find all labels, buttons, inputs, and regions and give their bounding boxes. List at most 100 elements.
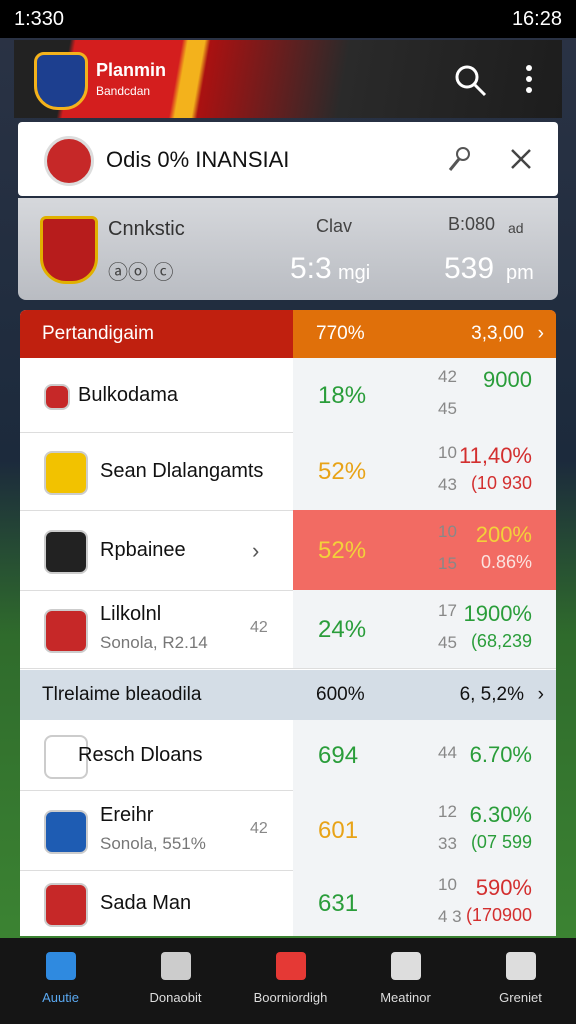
row-value: 11,40% — [459, 443, 532, 468]
nav-icon — [275, 952, 306, 980]
nav-icon — [505, 952, 536, 980]
row-top: 17 — [438, 601, 457, 620]
row-top: 10 — [438, 443, 457, 462]
row-value: 6.70% — [469, 742, 532, 767]
nav-item[interactable]: Greniet — [463, 938, 576, 1024]
team-name: Sean Dlalangamts — [100, 460, 264, 482]
close-button[interactable] — [510, 148, 532, 170]
row-pct: 52% — [318, 537, 367, 564]
nav-label: Meatinor — [380, 990, 431, 1005]
search-card: Odis 0% INANSIAI — [18, 122, 558, 196]
team-name: Ereihr — [100, 804, 154, 826]
row-mid: 42 — [250, 820, 268, 837]
section-value: 6, 5,2% — [459, 684, 524, 705]
nav-icon — [160, 952, 191, 980]
status-bar: 1:330 16:28 — [0, 0, 576, 38]
section-arrow[interactable]: › — [537, 323, 544, 344]
logo — [34, 52, 88, 110]
nav-item[interactable]: Donaobit — [118, 938, 233, 1024]
match-row[interactable]: Sada Man 631 10 4 3 590% (170900 — [20, 870, 556, 936]
team-name: Bulkodama — [78, 384, 179, 406]
match-row[interactable]: Rpbainee › 52% 10 15 200% 0.86% — [20, 510, 556, 591]
section-arrow[interactable]: › — [537, 684, 544, 705]
header-title: Planmin — [96, 60, 167, 80]
club-badge — [44, 136, 94, 186]
search-button[interactable] — [454, 64, 488, 98]
row-value: 200% — [475, 522, 532, 547]
team-name: Resch Dloans — [78, 744, 203, 766]
section-header: Tlrelaime bleaodila 600% 6, 5,2% › — [20, 670, 556, 720]
row-pct: 52% — [318, 458, 367, 485]
nav-label: Auutie — [42, 990, 79, 1005]
section-header: Pertandigaim 770% 3,3,00 › — [20, 310, 556, 358]
row-right — [293, 790, 556, 870]
nav-label: Boorniordigh — [253, 990, 328, 1005]
match-row[interactable]: Sean Dlalangamts 52% 10 43 11,40% (10 930 — [20, 432, 556, 511]
row-value2: (68,239 — [470, 631, 532, 651]
header-subtitle: Bandcdan — [96, 84, 151, 98]
team-icon — [44, 530, 88, 574]
odds-table: Pertandigaim 770% 3,3,00 › Bulkodama 18% 42 45 9… — [20, 310, 556, 936]
row-right — [293, 510, 556, 590]
row-pct: 631 — [318, 890, 359, 917]
status-clock: 16:28 — [511, 8, 562, 30]
row-mid: 42 — [250, 619, 268, 636]
menu-button[interactable] — [524, 64, 534, 96]
match-row[interactable]: Lilkolnl Sonola, R2.14 42 24% 17 45 1900% (68,2… — [20, 590, 556, 669]
team-name: Cnnkstic — [108, 218, 185, 240]
team-sub: Sonola, 551% — [100, 834, 206, 853]
section-pct: 600% — [316, 684, 365, 705]
left-label: Clav — [316, 216, 353, 236]
right-value: 539 — [444, 252, 495, 285]
nav-item[interactable]: Boorniordigh — [233, 938, 348, 1024]
team-name: Lilkolnl — [100, 603, 162, 625]
row-value2: (07 599 — [470, 832, 532, 852]
left-value: 5:3 — [290, 252, 332, 285]
right-unit: pm — [506, 262, 534, 284]
section-pct: 770% — [316, 323, 365, 344]
left-unit: mgi — [338, 262, 371, 284]
row-bottom: 4 3 — [438, 907, 462, 926]
nav-icon — [390, 952, 421, 980]
row-bottom: 15 — [438, 554, 457, 573]
nav-label: Greniet — [499, 990, 542, 1005]
row-pct: 694 — [318, 742, 359, 769]
row-value: 1900% — [463, 601, 532, 626]
row-top: 10 — [438, 875, 457, 894]
right-label: B:080 — [448, 214, 496, 234]
pin-button[interactable] — [448, 146, 472, 172]
status-time: 1:330 — [14, 8, 65, 30]
row-value2: 0.86% — [480, 552, 532, 572]
team-name: Rpbainee — [100, 539, 186, 561]
section-title: Tlrelaime bleaodila — [42, 684, 202, 705]
nav-item[interactable]: Auutie — [3, 938, 118, 1024]
row-value2: (170900 — [465, 905, 532, 925]
match-card: Cnnkstic ⓐⓞ ⓒ Clav 5:3 mgi B:080 ad 539 … — [18, 198, 558, 300]
team-icon — [44, 609, 88, 653]
section-header-right — [293, 670, 556, 720]
section-title: Pertandigaim — [42, 323, 154, 344]
right-sub: ad — [508, 220, 524, 236]
team-badges: ⓐⓞ ⓒ — [108, 262, 174, 284]
row-top: 42 — [438, 367, 457, 386]
team-icon — [44, 810, 88, 854]
row-arrow[interactable]: › — [252, 538, 260, 563]
row-pct: 601 — [318, 817, 359, 844]
team-icon — [44, 384, 70, 410]
team-icon — [44, 451, 88, 495]
match-row[interactable]: Resch Dloans 694 44 6.70% — [20, 720, 556, 791]
row-pct: 24% — [318, 616, 367, 643]
team-name: Sada Man — [100, 892, 192, 914]
row-value: 590% — [475, 875, 532, 900]
row-top: 44 — [438, 743, 457, 762]
row-top: 12 — [438, 802, 457, 821]
row-right — [293, 870, 556, 936]
match-row[interactable]: Bulkodama 18% 42 45 9000 — [20, 358, 556, 433]
row-right — [293, 720, 556, 790]
row-bottom: 45 — [438, 399, 457, 418]
match-row[interactable]: Ereihr Sonola, 551% 42 601 12 33 6.30% (07 599 — [20, 790, 556, 871]
row-right — [293, 590, 556, 668]
row-bottom: 43 — [438, 475, 457, 494]
nav-item[interactable]: Meatinor — [348, 938, 463, 1024]
